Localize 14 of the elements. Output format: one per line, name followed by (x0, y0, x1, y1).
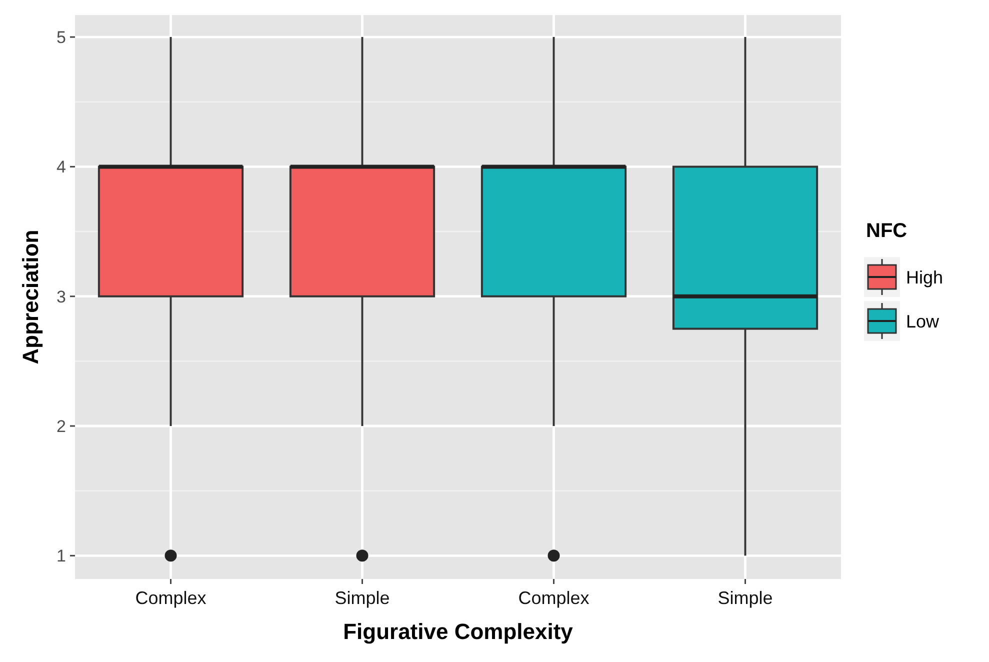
y-axis-title: Appreciation (18, 230, 43, 364)
legend-title: NFC (866, 220, 908, 242)
legend-label: Low (906, 311, 940, 332)
y-tick-label: 2 (56, 416, 66, 436)
x-tick-label: Complex (518, 588, 590, 608)
x-tick-label: Simple (718, 588, 773, 608)
x-tick-label: Complex (135, 588, 206, 608)
legend-label: High (906, 267, 944, 288)
y-tick-label: 1 (56, 546, 66, 566)
x-tick-label: Simple (334, 588, 390, 608)
y-tick-label: 3 (56, 287, 66, 306)
x-axis-title: Figurative Complexity (343, 619, 574, 644)
y-tick-label: 4 (56, 158, 66, 177)
y-tick-label: 5 (56, 28, 66, 47)
